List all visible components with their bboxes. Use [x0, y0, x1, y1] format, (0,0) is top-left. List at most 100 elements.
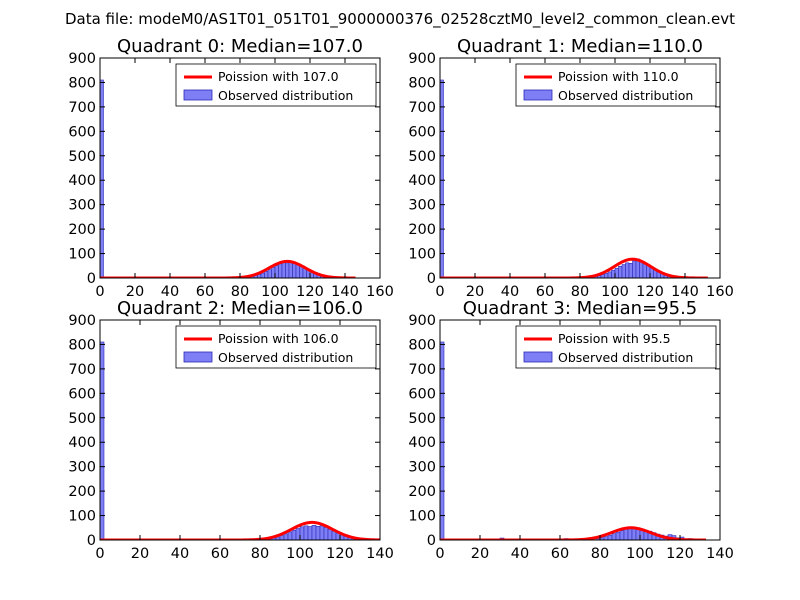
x-tick-label: 120 — [326, 546, 354, 562]
histogram-bar — [285, 262, 290, 278]
histogram-bar — [604, 273, 609, 278]
legend: Poission with 106.0 Observed distribution — [175, 325, 377, 369]
legend-entry-poisson: Poission with 107.0 — [218, 69, 339, 84]
x-tick-label: 100 — [261, 284, 289, 300]
x-tick-label: 20 — [126, 284, 144, 300]
legend-bar-swatch — [183, 351, 213, 363]
y-tick-label: 200 — [408, 222, 436, 238]
x-tick-label: 40 — [501, 284, 519, 300]
panel-title: Quadrant 0: Median=107.0 — [117, 36, 363, 57]
histogram-bar — [639, 261, 644, 278]
histogram-bar — [614, 267, 619, 278]
x-tick-label: 160 — [706, 284, 734, 300]
histogram-bar — [264, 271, 269, 278]
y-tick-label: 0 — [87, 271, 96, 287]
histogram-bar — [607, 534, 613, 540]
x-tick-label: 60 — [536, 284, 554, 300]
x-tick-label: 60 — [196, 284, 214, 300]
histogram-bar — [291, 529, 297, 540]
histogram-bar — [621, 264, 626, 278]
histogram-bar — [279, 535, 285, 540]
x-tick-label: 40 — [511, 546, 529, 562]
y-tick-label: 100 — [408, 247, 436, 263]
histogram-bar — [295, 264, 300, 278]
axes-frame — [99, 319, 381, 541]
histogram-bar — [288, 262, 293, 278]
y-tick-label: 500 — [68, 149, 96, 165]
y-tick-label: 900 — [408, 313, 436, 329]
histogram-bar — [299, 526, 305, 540]
y-tick-label: 600 — [68, 124, 96, 140]
histogram-bar — [315, 526, 321, 540]
y-tick-label: 500 — [408, 411, 436, 427]
legend: Poission with 110.0 Observed distribution — [515, 63, 717, 107]
histogram-bar — [628, 263, 633, 278]
legend-entry-poisson: Poission with 110.0 — [558, 69, 679, 84]
y-tick-label: 700 — [408, 362, 436, 378]
histogram-bar — [440, 79, 444, 278]
histogram-bar — [260, 272, 265, 278]
y-tick-label: 400 — [408, 435, 436, 451]
histogram-bar — [331, 530, 337, 540]
x-tick-label: 140 — [366, 546, 394, 562]
histogram-bar — [287, 531, 293, 540]
x-tick-label: 40 — [171, 546, 189, 562]
histogram-bar — [100, 341, 105, 540]
histogram-bar — [615, 531, 621, 540]
x-tick-label: 0 — [435, 546, 444, 562]
x-tick-label: 80 — [251, 546, 269, 562]
legend-entry-observed: Observed distribution — [558, 88, 693, 103]
y-tick-label: 0 — [427, 533, 436, 549]
x-tick-label: 120 — [636, 284, 664, 300]
y-tick-label: 300 — [68, 198, 96, 214]
x-tick-label: 100 — [626, 546, 654, 562]
histogram-bar — [295, 528, 301, 540]
y-tick-label: 300 — [408, 460, 436, 476]
y-tick-label: 700 — [68, 100, 96, 116]
histogram-bar — [607, 271, 612, 278]
x-tick-label: 0 — [95, 284, 104, 300]
x-tick-label: 80 — [571, 284, 589, 300]
x-tick-label: 20 — [466, 284, 484, 300]
y-tick-label: 0 — [427, 271, 436, 287]
histogram-bar — [642, 263, 647, 278]
x-tick-label: 100 — [286, 546, 314, 562]
y-tick-label: 200 — [68, 484, 96, 500]
histogram-bar — [440, 341, 445, 540]
panel-title: Quadrant 3: Median=95.5 — [463, 298, 698, 319]
y-tick-label: 900 — [68, 51, 96, 67]
histogram-bar — [625, 262, 630, 278]
y-tick-label: 100 — [408, 509, 436, 525]
histogram-bar — [603, 536, 609, 540]
panel-title: Quadrant 2: Median=106.0 — [117, 298, 363, 319]
legend-entry-observed: Observed distribution — [558, 350, 693, 365]
figure-title: Data file: modeM0/AS1T01_051T01_90000003… — [65, 10, 735, 29]
y-tick-label: 0 — [87, 533, 96, 549]
y-tick-label: 800 — [68, 75, 96, 91]
histogram-bar — [611, 269, 616, 278]
histogram-bar — [311, 525, 317, 540]
histogram-bar — [307, 526, 313, 540]
x-tick-label: 20 — [131, 546, 149, 562]
y-tick-label: 600 — [408, 124, 436, 140]
y-tick-label: 400 — [408, 173, 436, 189]
x-tick-label: 120 — [666, 546, 694, 562]
y-tick-label: 700 — [68, 362, 96, 378]
histogram-bar — [283, 533, 289, 540]
y-tick-label: 200 — [68, 222, 96, 238]
panel-3: Quadrant 3: Median=95.5 0 20 40 60 80 100 120 14… — [408, 298, 734, 562]
histogram-bar — [600, 274, 605, 278]
legend-entry-poisson: Poission with 106.0 — [218, 331, 339, 346]
panel-1: Quadrant 1: Median=110.0 0 20 40 60 80 100 120 1… — [408, 36, 734, 300]
legend: Poission with 95.5 Observed distribution — [515, 325, 717, 369]
legend-entry-poisson: Poission with 95.5 — [558, 331, 671, 346]
histogram-bar — [631, 527, 637, 540]
x-tick-label: 160 — [366, 284, 394, 300]
y-tick-label: 100 — [68, 247, 96, 263]
y-tick-label: 600 — [68, 386, 96, 402]
x-tick-label: 0 — [95, 546, 104, 562]
histogram-bar — [267, 269, 272, 278]
y-tick-label: 400 — [68, 435, 96, 451]
x-tick-label: 140 — [706, 546, 734, 562]
histogram-bar — [281, 261, 286, 278]
